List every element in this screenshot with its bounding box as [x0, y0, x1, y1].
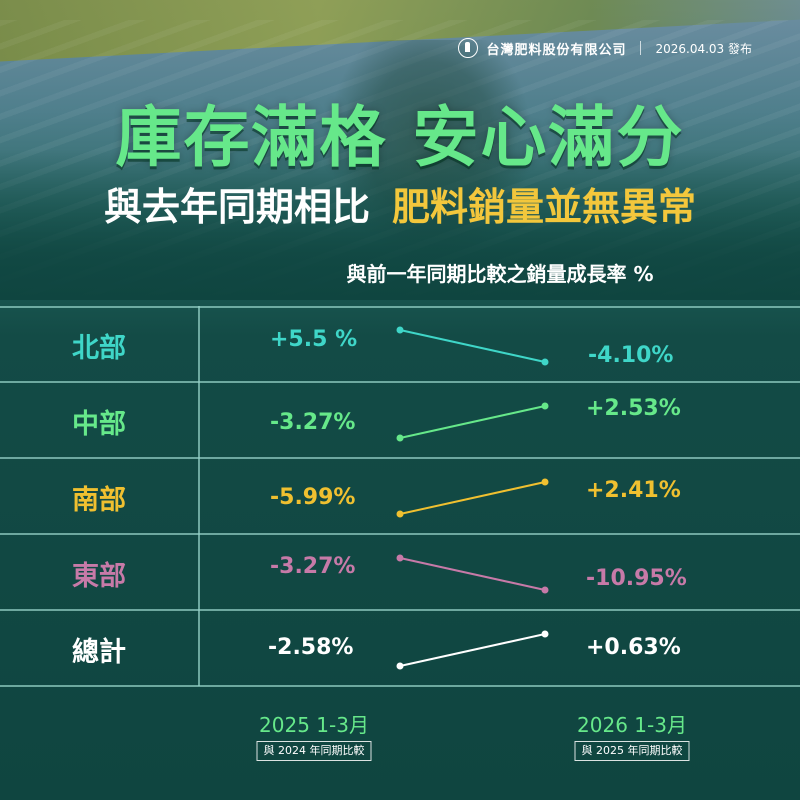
point-central-2026	[541, 402, 549, 410]
series-line-central	[399, 405, 546, 439]
table-divider	[0, 533, 800, 535]
value-label-east-2026: -10.95%	[586, 566, 687, 591]
chart-title: 與前一年同期比較之銷量成長率 %	[346, 262, 654, 286]
publish-date: 2026.04.03 發布	[655, 41, 752, 56]
table-divider	[0, 609, 800, 611]
value-label-central-2026: +2.53%	[586, 396, 681, 421]
company-logo-icon	[458, 38, 479, 58]
region-label-east: 東部	[72, 561, 126, 592]
value-label-north-2025: +5.5 %	[270, 327, 358, 352]
subheadline-yellow: 肥料銷量並無異常	[392, 185, 697, 229]
point-east-2025	[396, 554, 404, 562]
point-north-2026	[541, 358, 549, 366]
subheadline-white: 與去年同期相比	[103, 185, 370, 229]
point-total-2026	[541, 630, 549, 638]
background-fade	[0, 150, 800, 300]
region-label-central: 中部	[72, 409, 126, 440]
point-south-2025	[396, 510, 404, 518]
series-line-south	[399, 481, 546, 515]
brand-divider	[640, 41, 642, 55]
brand-bar: 台灣肥料股份有限公司 2026.04.03 發布	[458, 38, 752, 58]
region-label-north: 北部	[72, 333, 126, 364]
table-divider	[0, 306, 800, 308]
table-divider	[0, 685, 800, 687]
x-note-2026: 與 2025 年同期比較	[574, 741, 690, 761]
series-line-north	[399, 329, 546, 363]
point-east-2026	[541, 586, 549, 594]
value-label-south-2026: +2.41%	[586, 478, 681, 503]
table-divider	[0, 457, 800, 459]
point-central-2025	[396, 434, 404, 442]
value-label-east-2025: -3.27%	[270, 554, 356, 579]
company-name: 台灣肥料股份有限公司	[486, 42, 627, 58]
rice-field-background	[0, 0, 800, 300]
headline: 庫存滿格 安心滿分	[115, 99, 685, 176]
point-south-2026	[541, 478, 549, 486]
point-total-2025	[396, 662, 404, 670]
table-divider	[0, 381, 800, 383]
region-label-south: 南部	[72, 485, 126, 516]
point-north-2025	[396, 326, 404, 334]
series-line-total	[399, 633, 546, 667]
value-label-total-2026: +0.63%	[586, 635, 681, 660]
x-tick-label-2025: 2025 1-3月	[259, 713, 369, 737]
series-line-east	[399, 557, 546, 591]
value-label-total-2025: -2.58%	[268, 635, 354, 660]
value-label-south-2025: -5.99%	[270, 485, 356, 510]
subheadline: 與去年同期相比 肥料銷量並無異常	[0, 176, 800, 231]
value-label-central-2025: -3.27%	[270, 410, 356, 435]
region-label-total: 總計	[72, 637, 126, 668]
value-label-north-2026: -4.10%	[588, 343, 674, 368]
x-note-2025: 與 2024 年同期比較	[256, 741, 372, 761]
x-tick-label-2026: 2026 1-3月	[577, 713, 687, 737]
table-column-divider	[198, 306, 200, 686]
